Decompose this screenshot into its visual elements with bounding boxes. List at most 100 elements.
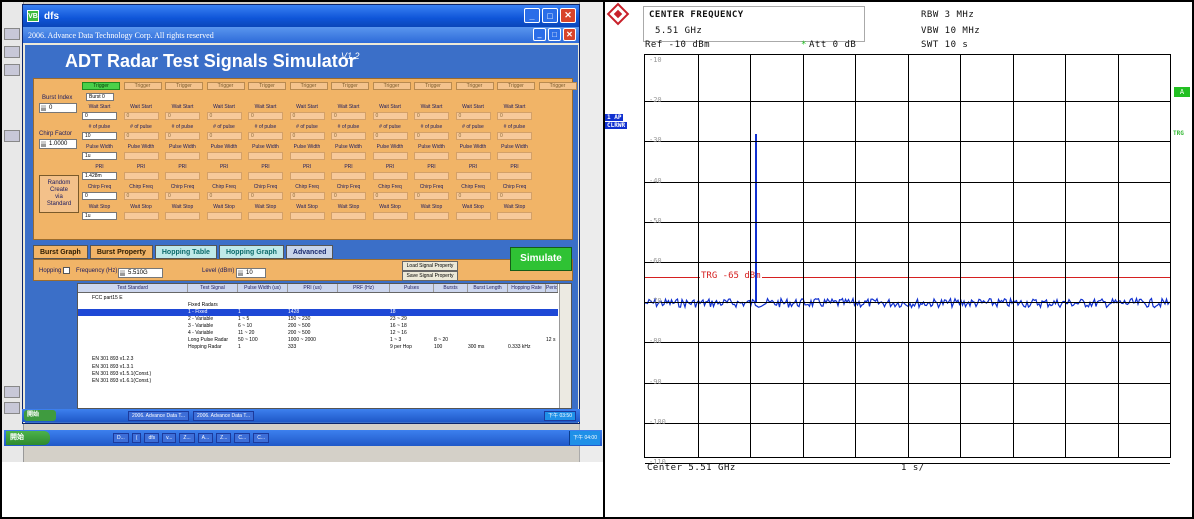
burst-field-input[interactable]: 0 — [206, 132, 242, 140]
burst-field-input[interactable]: 0 — [372, 132, 408, 140]
trigger-button[interactable]: Trigger — [206, 82, 245, 90]
tab-burst-graph[interactable]: Burst Graph — [33, 245, 88, 259]
burst-field-input[interactable] — [497, 172, 532, 180]
taskbar-button[interactable]: 2006. Advance Data T... — [193, 410, 255, 421]
tab-burst-property[interactable]: Burst Property — [89, 245, 153, 259]
burst-field-input[interactable]: 1u — [82, 212, 117, 220]
table-row[interactable]: Fixed Radars — [78, 302, 558, 309]
table-row[interactable]: 2 - Variable 1 ~ 5 150 ~ 230 23 ~ 29 — [78, 316, 558, 323]
taskbar-button[interactable]: dfs — [144, 433, 160, 443]
burst-field-input[interactable]: 0 — [414, 112, 449, 120]
level-spinner[interactable]: 10 — [236, 268, 266, 278]
burst-field-input[interactable]: 0 — [497, 112, 532, 120]
table-header-cell[interactable]: Test Standard — [78, 284, 188, 292]
burst-field-input[interactable] — [497, 152, 532, 160]
burst-field-input[interactable]: 0 — [165, 192, 200, 200]
taskbar-button[interactable]: A... — [197, 433, 214, 443]
inner-maximize-button[interactable]: □ — [548, 28, 561, 41]
table-row[interactable]: EN 301 893 v1.5.1(Const.) — [78, 371, 558, 378]
table-header-cell[interactable]: Hopping Rate — [508, 284, 546, 292]
window-titlebar[interactable]: VB dfs _ □ ✕ — [23, 5, 579, 27]
table-row[interactable]: 4 - Variable 11 ~ 20 200 ~ 500 12 ~ 16 — [78, 330, 558, 337]
burst-field-input[interactable]: 0 — [331, 112, 366, 120]
taskbar-button[interactable]: Z... — [216, 433, 232, 443]
burst-field-input[interactable] — [372, 172, 408, 180]
burst-field-input[interactable] — [289, 152, 325, 160]
burst-field-input[interactable]: 0 — [455, 192, 491, 200]
burst-field-input[interactable] — [455, 212, 491, 220]
burst-field-input[interactable] — [165, 212, 200, 220]
burst-field-input[interactable]: 0 — [123, 112, 159, 120]
trigger-button[interactable]: Trigger — [538, 82, 577, 90]
burst-field-input[interactable]: 0 — [82, 192, 117, 200]
table-scrollbar[interactable] — [559, 284, 571, 408]
burst-field-input[interactable] — [455, 152, 491, 160]
burst-field-input[interactable]: 0 — [455, 132, 491, 140]
trigger-button[interactable]: Trigger — [289, 82, 328, 90]
trigger-button[interactable]: Trigger — [165, 82, 203, 90]
burst-field-input[interactable]: 0 — [372, 192, 408, 200]
trigger-button[interactable]: Trigger — [82, 82, 120, 90]
trigger-button[interactable]: Trigger — [248, 82, 286, 90]
burst-field-input[interactable]: 0 — [206, 192, 242, 200]
burst-field-input[interactable]: 0 — [289, 132, 325, 140]
burst-field-input[interactable]: 1u — [82, 152, 117, 160]
taskbar-button[interactable]: C... — [234, 433, 251, 443]
burst-field-input[interactable]: 0 — [165, 132, 200, 140]
burst-field-input[interactable]: 0 — [289, 192, 325, 200]
table-row[interactable]: 1 - Fixed 1 1428 18 — [78, 309, 558, 316]
load-signal-property-button[interactable]: Load Signal Property — [402, 261, 458, 271]
start-button[interactable]: 開始 — [6, 431, 50, 445]
table-header-cell[interactable]: Bursts — [434, 284, 468, 292]
burst-field-input[interactable] — [206, 152, 242, 160]
burst-field-input[interactable]: 0 — [414, 132, 449, 140]
save-signal-property-button[interactable]: Save Signal Property — [402, 271, 458, 281]
burst-field-input[interactable] — [289, 212, 325, 220]
burst-field-input[interactable]: 0 — [206, 112, 242, 120]
trigger-button[interactable]: Trigger — [331, 82, 369, 90]
burst-field-input[interactable] — [248, 172, 283, 180]
table-header-cell[interactable]: Pulse Width (us) — [238, 284, 288, 292]
minimize-button[interactable]: _ — [524, 8, 540, 23]
burst-field-input[interactable] — [248, 212, 283, 220]
table-row[interactable]: Long Pulse Radar 50 ~ 100 1000 ~ 2000 1 ~ 3… — [78, 337, 558, 344]
burst-field-input[interactable]: 0 — [248, 132, 283, 140]
burst-field-input[interactable]: 0 — [123, 132, 159, 140]
burst-field-input[interactable]: 10 — [82, 132, 117, 140]
burst-field-input[interactable]: 0 — [331, 132, 366, 140]
inner-titlebar[interactable]: 2006. Advance Data Technology Corp. All … — [23, 27, 579, 43]
taskbar-button[interactable]: C... — [253, 433, 269, 443]
taskbar-button[interactable]: D... — [113, 433, 129, 443]
table-row[interactable]: EN 301 893 v1.6.1(Const.) — [78, 378, 558, 385]
burst-field-input[interactable] — [455, 172, 491, 180]
burst-field-input[interactable] — [248, 152, 283, 160]
burst-field-input[interactable] — [414, 172, 449, 180]
maximize-button[interactable]: □ — [542, 8, 558, 23]
taskbar-button[interactable]: v... — [162, 433, 177, 443]
burst-field-input[interactable] — [372, 212, 408, 220]
tab-advanced[interactable]: Advanced — [285, 245, 334, 259]
trigger-button[interactable]: Trigger — [455, 82, 494, 90]
burst-field-input[interactable] — [123, 212, 159, 220]
random-create-button[interactable]: Random Create via Standard — [39, 175, 79, 213]
taskbar-button[interactable]: ( — [131, 433, 142, 443]
inner-start-button[interactable]: 開始 — [24, 410, 56, 421]
burst-field-input[interactable] — [372, 152, 408, 160]
burst-field-input[interactable] — [414, 152, 449, 160]
close-button[interactable]: ✕ — [560, 8, 576, 23]
table-row[interactable]: Hopping Radar 1 333 9 per Hop 100 300 ms 0.333… — [78, 344, 558, 351]
burst-field-input[interactable]: 0 — [248, 192, 283, 200]
table-row[interactable]: EN 301 893 v1.2.3 — [78, 356, 558, 363]
burst-field-input[interactable] — [165, 152, 200, 160]
burst-field-input[interactable]: 0 — [289, 112, 325, 120]
burst-field-input[interactable]: 0 — [372, 112, 408, 120]
burst-field-input[interactable]: 0 — [165, 112, 200, 120]
burst-field-input[interactable] — [165, 172, 200, 180]
burst-field-input[interactable]: 0 — [82, 112, 117, 120]
table-header-cell[interactable]: PRI (us) — [288, 284, 338, 292]
chirp-factor-spinner[interactable]: 1.0000 — [39, 139, 77, 149]
table-header-cell[interactable]: Period — [546, 284, 558, 292]
burst-field-input[interactable]: 0 — [414, 192, 449, 200]
burst-field-input[interactable] — [414, 212, 449, 220]
burst-field-input[interactable]: 0 — [497, 192, 532, 200]
